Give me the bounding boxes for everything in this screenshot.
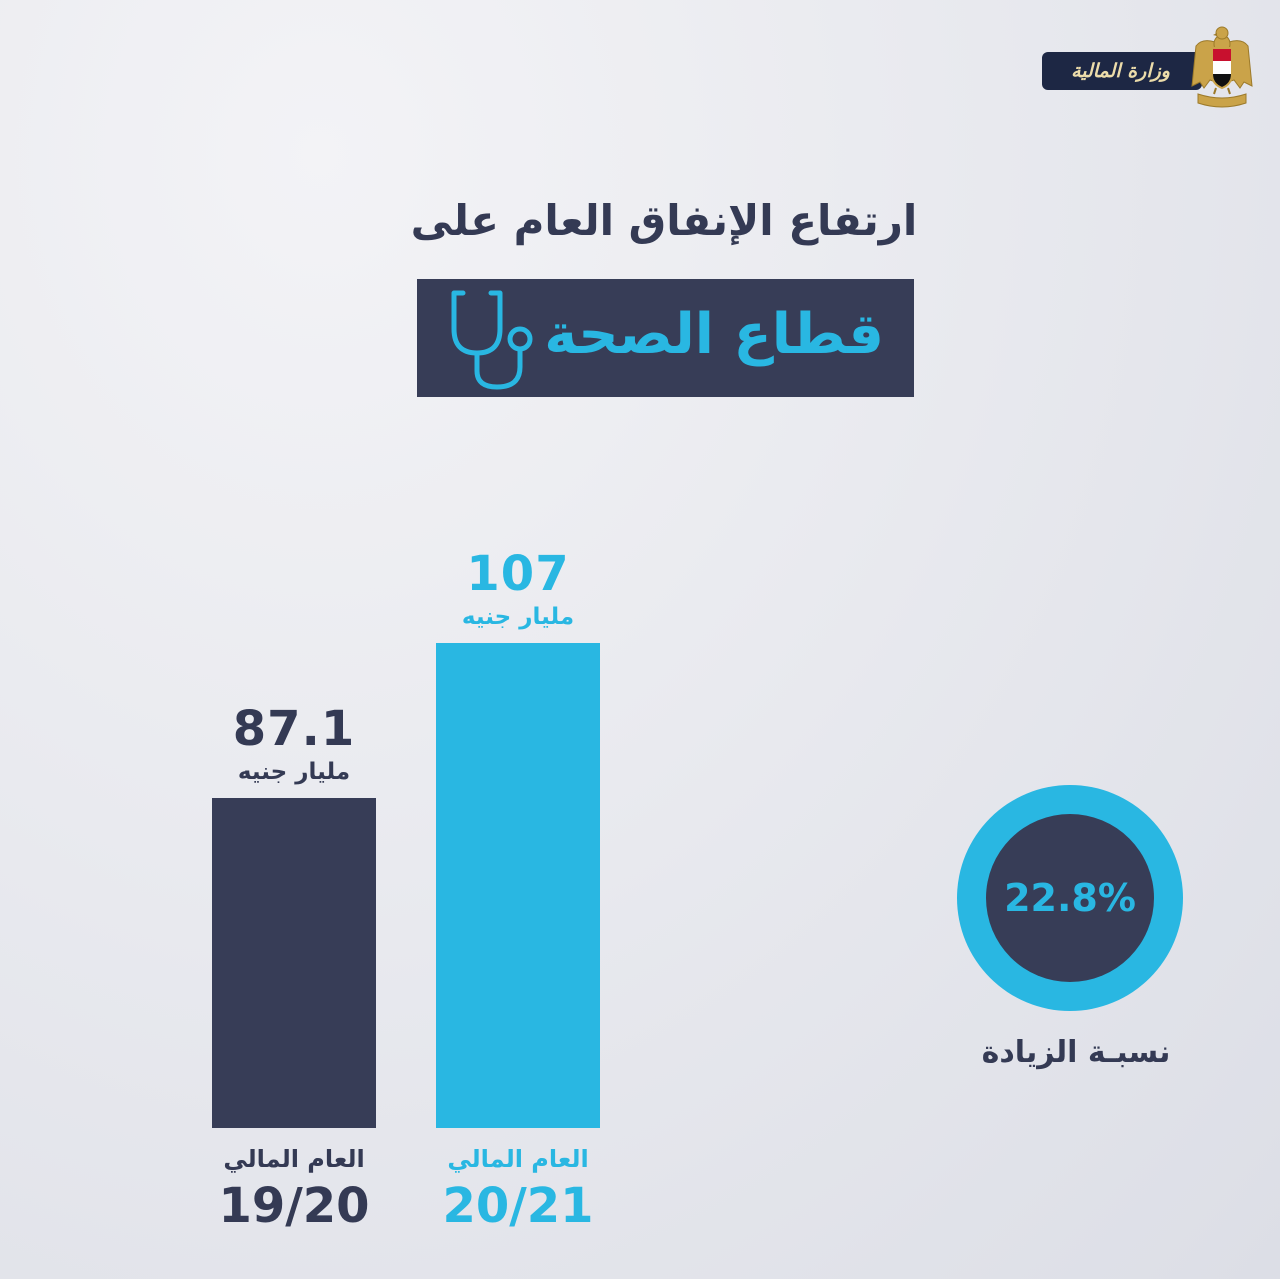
increase-percentage: 22.8% <box>1004 876 1136 920</box>
fiscal-year-prefix: العام المالي <box>447 1145 589 1173</box>
bar-value-label-20-21: 107 <box>466 546 570 603</box>
increase-label: نسبـة الزيادة <box>981 1035 1171 1070</box>
bar-group-20-21: 107 مليار جنيه <box>436 549 600 1128</box>
fiscal-year-value: 20/21 <box>442 1178 594 1234</box>
chart-title: ارتفاع الإنفاق العام على <box>410 196 918 245</box>
ministry-name: وزارة المالية <box>1071 60 1170 82</box>
bar-unit-label-20-21: مليار جنيه <box>461 604 575 631</box>
title-container: ارتفاع الإنفاق العام على <box>264 194 1064 248</box>
bar-20-21 <box>436 643 600 1128</box>
category-label-19-20: العام المالي 19/20 <box>184 1144 404 1234</box>
egypt-eagle-icon <box>1191 26 1253 108</box>
sector-banner: قطاع الصحة <box>417 279 914 397</box>
bar-group-19-20: 87.1 مليار جنيه <box>212 704 376 1128</box>
bar-unit-label-19-20: مليار جنيه <box>237 759 351 786</box>
category-label-20-21: العام المالي 20/21 <box>408 1144 628 1234</box>
fiscal-year-prefix: العام المالي <box>223 1145 365 1173</box>
bar-value-label-19-20: 87.1 <box>232 701 356 758</box>
stethoscope-icon <box>451 290 533 390</box>
fiscal-year-value: 19/20 <box>218 1178 370 1234</box>
ministry-logo-pill: وزارة المالية <box>1042 52 1202 90</box>
sector-title: قطاع الصحة <box>544 302 884 367</box>
bar-19-20 <box>212 798 376 1128</box>
increase-ring: 22.8% <box>957 785 1183 1011</box>
increase-ring-inner: 22.8% <box>986 814 1154 982</box>
